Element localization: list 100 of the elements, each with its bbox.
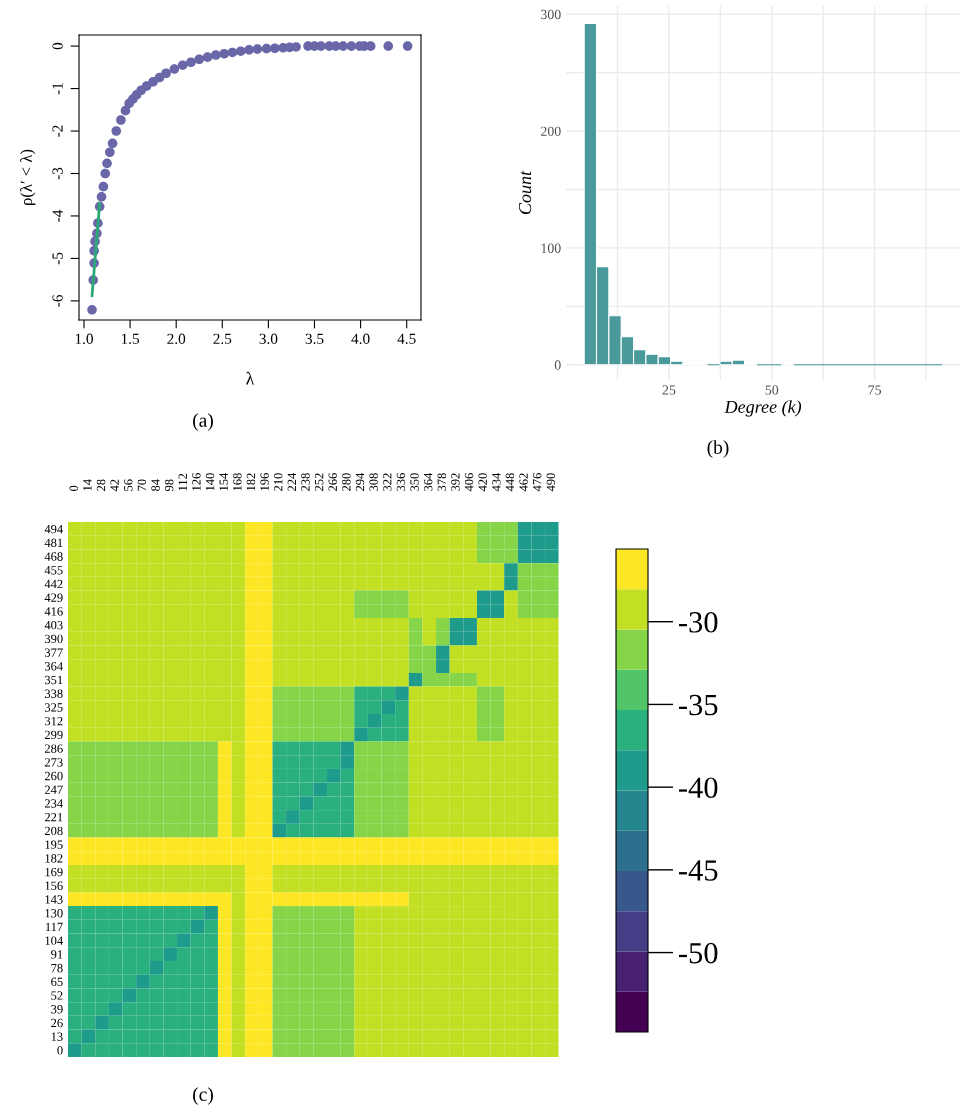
x-tick-label: 322 (383, 473, 392, 491)
y-tick-label: 364 (44, 662, 63, 671)
point (211, 50, 221, 60)
y-tick-label: 143 (45, 895, 63, 904)
x-tick-label: 84 (151, 479, 160, 491)
x-tick-label: 406 (464, 473, 474, 492)
point (219, 48, 229, 59)
color-bar-label: -40 (678, 777, 718, 799)
x-tick-label: 182 (246, 473, 256, 491)
x-tick-label: 0 (69, 485, 78, 491)
x-tick-label: 476 (533, 473, 542, 492)
x-tick-label: 448 (505, 473, 515, 492)
y-tick-label: -6 (52, 294, 63, 307)
x-tick-label: 252 (314, 473, 324, 491)
x-tick-label: 420 (478, 473, 487, 492)
point (161, 68, 171, 79)
point (338, 41, 348, 51)
point (100, 168, 111, 179)
y-tick-label: -1 (52, 83, 63, 95)
point (111, 126, 122, 136)
point (87, 304, 97, 315)
y-tick-label: 247 (44, 785, 63, 794)
y-tick-label: -3 (52, 167, 63, 180)
x-tick-label: 4.0 (351, 333, 370, 344)
x-tick-label: 308 (369, 473, 378, 491)
y-tick-label: 338 (44, 689, 63, 698)
x-tick-label: 98 (164, 479, 174, 492)
x-tick-label: 1.0 (75, 333, 93, 344)
y-tick-label: 52 (51, 991, 63, 1000)
y-tick-label: 156 (45, 881, 63, 890)
x-tick-label: 462 (519, 473, 528, 492)
point (227, 47, 238, 58)
x-tick-label: 112 (178, 473, 187, 491)
y-tick-label: 130 (45, 909, 63, 918)
x-tick-label: 392 (451, 473, 460, 491)
y-tick-label: 351 (44, 675, 63, 685)
x-tick-label: 2.0 (167, 333, 186, 344)
point (316, 41, 326, 51)
point (102, 158, 112, 169)
x-tick-label: 238 (301, 473, 310, 491)
x-tick-label: 378 (437, 473, 446, 491)
point (402, 41, 413, 51)
point (177, 60, 188, 71)
x-tick-label: 350 (410, 473, 419, 491)
point (252, 44, 263, 54)
x-tick-label: 364 (423, 472, 433, 491)
y-tick-label: 195 (45, 840, 63, 849)
x-tick-label: 2.5 (213, 333, 232, 344)
point (169, 64, 180, 74)
y-tick-label: -5 (52, 252, 63, 265)
y-tick-label: 403 (44, 620, 63, 630)
y-tick-label: -2 (52, 125, 63, 137)
text: (c) (193, 1087, 213, 1105)
x-tick-label: 70 (137, 479, 147, 491)
x-tick-label: 56 (124, 479, 133, 491)
x-tick-label: 196 (260, 473, 269, 491)
y-tick-label: 390 (44, 634, 63, 644)
x-tick-label: 28 (96, 479, 106, 491)
y-tick-label: 468 (44, 552, 63, 561)
color-bar-label: -35 (678, 694, 718, 716)
x-tick-label: 14 (83, 479, 92, 491)
x-tick-label: 490 (546, 473, 556, 492)
x-tick-label: 4.5 (397, 333, 416, 344)
x-tick-label: 336 (396, 473, 406, 491)
x-tick-label: 126 (192, 473, 201, 491)
color-bar-label: -50 (678, 942, 718, 964)
y-tick-label: 0 (57, 1046, 63, 1055)
y-tick-label: 221 (44, 813, 63, 822)
color-bar-label: -30 (678, 612, 718, 633)
point (105, 147, 115, 158)
x-tick-label: 294 (355, 472, 365, 491)
x-tick-label: 266 (328, 473, 337, 491)
y-tick-label: 169 (45, 867, 63, 877)
x-tick-label: 224 (287, 472, 296, 491)
point (116, 115, 126, 125)
y-tick-label: 260 (44, 771, 63, 781)
y-tick-label: 200 (540, 126, 561, 137)
point (202, 52, 213, 62)
y-tick-label: 13 (51, 1032, 63, 1041)
y-tick-label: 273 (44, 758, 63, 767)
y-tick-label: 104 (45, 936, 63, 945)
y-tick-label: 65 (51, 977, 63, 987)
y-tick-label: 39 (51, 1005, 63, 1014)
y-tick-label: 182 (45, 854, 63, 863)
x-tick-label: 3.0 (259, 333, 278, 344)
y-tick-label: 78 (51, 963, 63, 973)
x-tick-label: 1.5 (121, 333, 140, 344)
x-tick-label: 42 (110, 479, 119, 492)
y-tick-label: 481 (44, 538, 63, 548)
x-tick-label: 75 (868, 385, 882, 395)
point (186, 57, 196, 68)
x-axis-title: λ (246, 371, 255, 385)
point (235, 46, 246, 57)
x-tick-label: 25 (662, 385, 676, 395)
x-tick-label: 154 (219, 472, 228, 491)
x-tick-label: 50 (765, 385, 779, 395)
x-tick-label: 280 (342, 473, 351, 491)
text: (b) (707, 440, 729, 458)
x-tick-label: 140 (205, 473, 215, 491)
y-tick-label: 377 (44, 648, 63, 657)
